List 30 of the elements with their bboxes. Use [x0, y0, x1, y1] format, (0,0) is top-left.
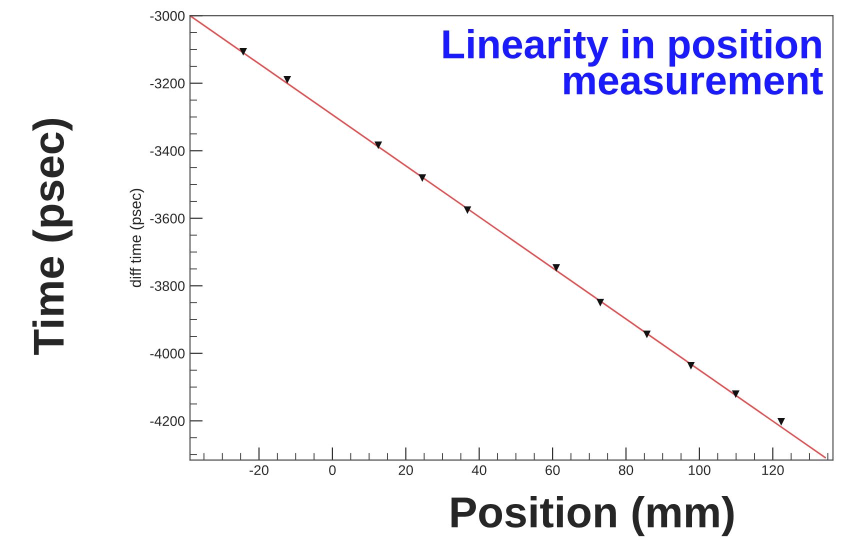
x-tick-label: 100: [688, 465, 710, 476]
point: [418, 174, 426, 182]
y-tick-label: -3400: [150, 146, 185, 156]
point: [374, 142, 382, 150]
y-axis-title: diff time (psec): [130, 188, 144, 288]
x-tick-label: 60: [546, 465, 560, 476]
point: [464, 206, 472, 214]
point: [687, 362, 695, 370]
point: [596, 298, 604, 306]
text: Linearity in position measurement: [443, 29, 823, 95]
y-tick-label: -4200: [150, 416, 185, 426]
y-tick-label: -3200: [150, 78, 185, 88]
x-tick-label: 80: [618, 465, 634, 476]
point: [777, 418, 786, 426]
x-tick-label: 20: [398, 465, 413, 476]
point: [732, 390, 740, 398]
y-tick-label: -3600: [150, 214, 185, 224]
x-tick-label: 40: [472, 465, 486, 476]
point: [283, 76, 292, 84]
text: Time (psec): [32, 118, 73, 355]
text: Position (mm): [452, 496, 734, 536]
y-tick-label: -3800: [150, 281, 185, 291]
y-tick-label: -4000: [150, 348, 185, 358]
x-tick-label: 0: [329, 465, 336, 476]
point: [643, 330, 651, 338]
x-tick-label: -20: [250, 465, 268, 476]
y-tick-label: -3000: [150, 11, 185, 21]
x-tick-label: 120: [762, 465, 784, 476]
point: [239, 48, 248, 56]
point: [552, 264, 560, 272]
